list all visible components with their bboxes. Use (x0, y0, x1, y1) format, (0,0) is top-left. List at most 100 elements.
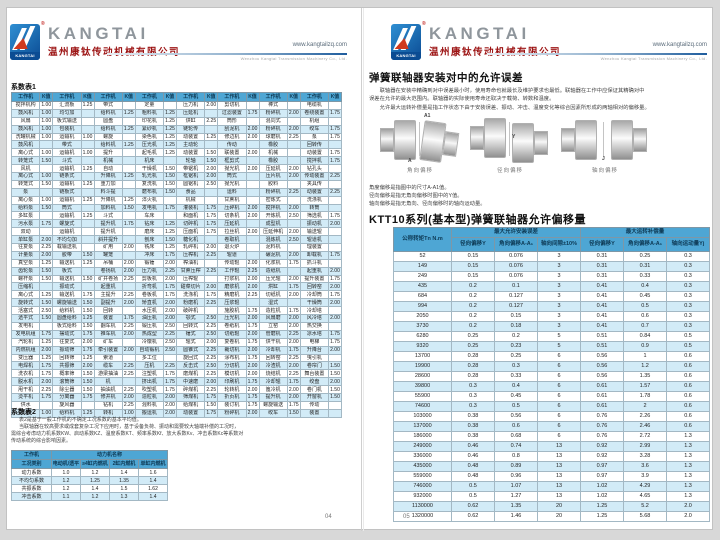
cell (80, 203, 95, 213)
cell: 磨床 (134, 227, 165, 237)
cell (204, 140, 219, 150)
cell: 1.75 (39, 361, 54, 371)
cell: 2.0 (666, 501, 711, 512)
cell: 0.3 (666, 291, 711, 302)
cell: 透平式 (10, 314, 41, 323)
cell: 提升机 (93, 227, 123, 237)
cell: 1.75 (328, 124, 342, 134)
cell: 1.75 (121, 314, 136, 323)
cell: 混料机 (134, 400, 165, 410)
cell: 1.25 (80, 164, 95, 174)
figure-caption-angular: 角向偏移 (406, 168, 433, 174)
cell: 2.00 (286, 274, 301, 284)
website-link[interactable]: www.kangtailzq.com (652, 42, 707, 48)
cell: 5.2 (623, 501, 668, 512)
cell: 1.25 (163, 108, 177, 118)
cell (204, 187, 219, 197)
cell: 3 (536, 291, 582, 302)
cell: 3.6 (623, 461, 668, 472)
cell: 0.3 (666, 271, 711, 282)
cell: 0.45 (494, 391, 538, 402)
cell (39, 321, 54, 331)
header-cell: 工况类别 (11, 459, 52, 469)
cell: 粉碎机 (217, 408, 247, 418)
cell: 鼓风机 (10, 108, 41, 118)
cell (121, 227, 136, 237)
cell: 1.75 (163, 385, 177, 394)
cell (245, 179, 260, 189)
cell: 2.25 (163, 361, 177, 371)
cell: 载输送机 (52, 243, 82, 252)
cell: 1.2 (80, 492, 110, 501)
cell: 洗罐机械 (10, 132, 41, 142)
cell: 动装置 (175, 148, 206, 158)
cell: 1.00 (121, 408, 136, 418)
header-cell: K值 (328, 92, 342, 102)
cell: 均匀加 (52, 108, 82, 118)
cell: 0.6 (666, 391, 711, 402)
cell: 混同式 (258, 116, 288, 126)
cell (121, 337, 136, 347)
cell: 2.00 (245, 164, 260, 174)
cell: 1.25 (163, 227, 177, 237)
cell: 0.31 (580, 251, 625, 262)
cell: 1.3 (666, 431, 711, 442)
offset-table-title: KTT10系列(基本型)弹簧联轴器允许偏移量 (369, 214, 586, 226)
header-cell: K值 (39, 92, 54, 102)
website-link[interactable]: www.kangtailzq.com (292, 42, 347, 48)
brand-name: KANGTAI (48, 24, 149, 43)
cell: 抽油机 (93, 385, 123, 394)
cell: 干燥机 (134, 164, 165, 174)
cell: 0.2 (451, 311, 495, 322)
cell: 2.00 (204, 164, 219, 174)
cell: 钻机 (93, 400, 123, 410)
header-cell: 工作机 (299, 92, 330, 102)
cell: 淬火机 (134, 195, 165, 205)
cell: 压光机 (217, 314, 247, 323)
cell: 2.00 (204, 243, 219, 252)
cell: 2.00 (286, 227, 301, 237)
cell (204, 124, 219, 134)
cell: 精磨机 (217, 290, 247, 300)
cell: 1.0 (51, 468, 81, 477)
cell: 2.00 (204, 172, 219, 181)
cell: 0.127 (494, 301, 538, 312)
cell: 6 (536, 371, 582, 382)
figure-caption-axial: 轴向偏移 (591, 168, 618, 174)
cell: 压光辊 (258, 274, 288, 284)
cell: 湿式 (258, 298, 288, 308)
cell: 1.78 (623, 391, 668, 402)
cell: 1.2 (51, 484, 81, 493)
cell: 1.75 (286, 400, 301, 410)
cell: 颚式 (175, 314, 206, 323)
header-cell: 角向偏移A-A₁ (494, 237, 538, 252)
cell (328, 408, 342, 418)
cell: 压延伸机 (258, 227, 288, 237)
registered-mark: ® (422, 21, 426, 27)
cell: 转笼式 (10, 179, 41, 189)
cell: 2.00 (163, 258, 177, 268)
cell: 1.75 (286, 306, 301, 316)
figure-caption-radial: 径向偏移 (496, 168, 523, 174)
cell: 0.3 (666, 251, 711, 262)
cell: 1.00 (80, 148, 95, 158)
cell: 1.50 (80, 369, 95, 379)
flange-right (512, 123, 534, 163)
cell: 给煤机 (175, 400, 206, 410)
cell: 涂布机 (217, 353, 247, 363)
cell: 2.00 (80, 361, 95, 371)
cell: 0.28 (451, 361, 495, 372)
cell: 1.4 (137, 492, 169, 501)
cell: 0.28 (451, 351, 495, 362)
cell: 2.25 (204, 345, 219, 355)
cell: 印花机 (134, 116, 165, 126)
cell: 0.74 (494, 441, 538, 452)
header-cell: 电动机/透平 (51, 459, 81, 469)
header-cell: 轴向间隙±10% (536, 237, 582, 252)
figure-axial-offset: J 轴向偏移 (561, 116, 649, 174)
cell: 1.25 (121, 108, 136, 118)
cell: 3 (536, 301, 582, 312)
figure-note-line: 角度偏移是指图中的尺寸A-A1值。 (369, 185, 450, 191)
cell (121, 282, 136, 292)
cell: 13 (536, 451, 582, 462)
